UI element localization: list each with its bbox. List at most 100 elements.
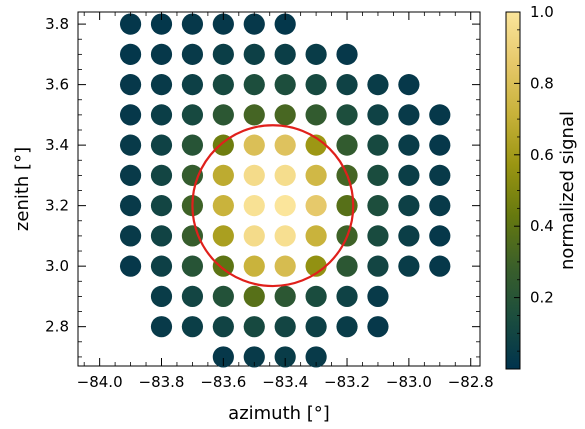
y-tick-label: 3.2 bbox=[45, 197, 69, 215]
data-point bbox=[367, 225, 389, 247]
data-point bbox=[367, 316, 389, 338]
data-point bbox=[119, 43, 142, 65]
data-point bbox=[398, 74, 420, 96]
x-tick-label: −83.8 bbox=[139, 373, 185, 391]
data-point bbox=[429, 195, 451, 217]
x-tick-label: −83.6 bbox=[200, 373, 246, 391]
data-point bbox=[305, 225, 327, 247]
data-point bbox=[243, 134, 265, 156]
data-point bbox=[243, 285, 265, 308]
colorbar-label: normalized signal bbox=[557, 111, 578, 270]
data-point bbox=[150, 164, 173, 186]
x-axis-label: azimuth [°] bbox=[228, 403, 330, 424]
data-point bbox=[212, 134, 234, 156]
data-point bbox=[212, 195, 234, 217]
y-axis-label: zenith [°] bbox=[12, 147, 33, 231]
data-point bbox=[305, 195, 327, 217]
data-point bbox=[119, 225, 142, 247]
data-point bbox=[119, 195, 142, 217]
data-point bbox=[336, 43, 358, 65]
data-point bbox=[212, 43, 234, 65]
data-point bbox=[367, 134, 389, 156]
data-point bbox=[212, 346, 234, 368]
data-point bbox=[274, 104, 296, 126]
data-point bbox=[150, 195, 173, 217]
data-points bbox=[119, 13, 451, 368]
data-point bbox=[367, 74, 389, 96]
data-point bbox=[398, 225, 420, 247]
data-point bbox=[274, 316, 296, 338]
data-point bbox=[243, 13, 265, 35]
data-point bbox=[398, 104, 420, 126]
data-point bbox=[305, 255, 327, 277]
data-point bbox=[305, 316, 327, 338]
data-point bbox=[336, 195, 358, 217]
y-tick-label: 3.8 bbox=[45, 15, 69, 33]
data-point bbox=[336, 104, 358, 126]
data-point bbox=[119, 13, 142, 35]
y-axis-ticks: 2.8 3.0 3.2 3.4 3.6 3.8 bbox=[45, 15, 480, 358]
data-point bbox=[274, 225, 296, 247]
data-point bbox=[150, 285, 173, 308]
highlight-circle bbox=[191, 124, 355, 288]
data-point bbox=[429, 164, 451, 186]
data-point bbox=[305, 134, 327, 156]
data-point bbox=[367, 164, 389, 186]
data-point bbox=[119, 134, 142, 156]
data-point bbox=[274, 255, 296, 277]
colorbar-tick-label: 0.4 bbox=[530, 217, 554, 235]
data-point bbox=[181, 164, 204, 186]
plot-frame bbox=[77, 11, 481, 367]
data-point bbox=[367, 195, 389, 217]
data-point bbox=[181, 285, 204, 308]
data-point bbox=[181, 134, 204, 156]
data-point bbox=[398, 255, 420, 277]
data-point bbox=[181, 43, 204, 65]
data-point bbox=[274, 346, 296, 368]
data-point bbox=[243, 255, 265, 277]
data-point bbox=[181, 104, 204, 126]
data-point bbox=[305, 104, 327, 126]
data-point bbox=[212, 255, 234, 277]
data-point bbox=[243, 164, 265, 186]
data-point bbox=[398, 195, 420, 217]
data-point bbox=[119, 104, 142, 126]
data-point bbox=[150, 316, 173, 338]
data-point bbox=[150, 43, 173, 65]
data-point bbox=[429, 255, 451, 277]
data-point bbox=[150, 104, 173, 126]
data-point bbox=[305, 285, 327, 308]
data-point bbox=[181, 13, 204, 35]
x-tick-label: −82.8 bbox=[448, 373, 494, 391]
data-point bbox=[398, 134, 420, 156]
data-point bbox=[274, 13, 296, 35]
data-point bbox=[212, 74, 234, 96]
data-point bbox=[429, 225, 451, 247]
data-point bbox=[336, 285, 358, 308]
data-point bbox=[212, 13, 234, 35]
data-point bbox=[305, 74, 327, 96]
data-point bbox=[367, 285, 389, 308]
data-point bbox=[274, 43, 296, 65]
data-point bbox=[212, 316, 234, 338]
data-point bbox=[336, 134, 358, 156]
data-point bbox=[181, 225, 204, 247]
data-point bbox=[274, 285, 296, 308]
data-point bbox=[336, 316, 358, 338]
colorbar: 0.2 0.4 0.6 0.8 1.0 normalized signal bbox=[505, 3, 578, 370]
data-point bbox=[243, 225, 265, 247]
colorbar-tick-label: 0.2 bbox=[530, 289, 554, 307]
data-point bbox=[243, 74, 265, 96]
x-tick-label: −83.2 bbox=[324, 373, 370, 391]
data-point bbox=[274, 195, 296, 217]
y-tick-label: 2.8 bbox=[45, 318, 69, 336]
data-point bbox=[429, 134, 451, 156]
colorbar-ticks: 0.2 0.4 0.6 0.8 1.0 bbox=[514, 3, 554, 352]
data-point bbox=[150, 74, 173, 96]
x-axis-ticks: −84.0 −83.8 −83.6 −83.4 −83.2 −83.0 −82.8 bbox=[77, 12, 494, 391]
data-point bbox=[305, 164, 327, 186]
data-point bbox=[243, 104, 265, 126]
data-point bbox=[181, 74, 204, 96]
y-tick-label: 3.4 bbox=[45, 136, 69, 154]
data-point bbox=[119, 164, 142, 186]
